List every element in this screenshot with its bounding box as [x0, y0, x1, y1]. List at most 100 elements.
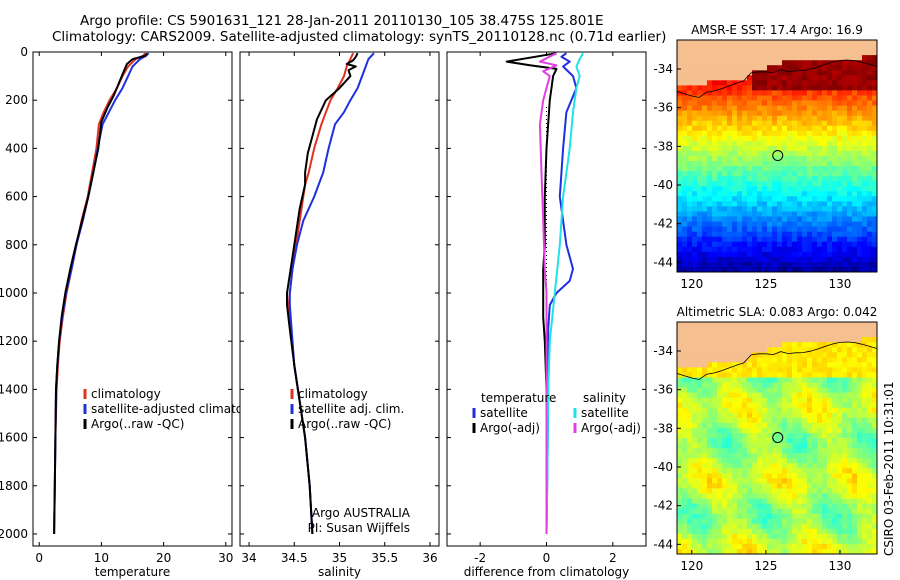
map-cell [822, 392, 828, 399]
map-cell [872, 221, 877, 228]
map-cell [767, 322, 773, 328]
map-cell [832, 191, 838, 197]
map-cell [732, 392, 738, 399]
map-cell [847, 211, 853, 218]
map-cell [852, 347, 858, 353]
map-cell [752, 70, 758, 76]
map-cell [792, 468, 798, 474]
map-cell [867, 327, 873, 333]
map-cell [732, 181, 738, 187]
map-cell [802, 523, 808, 530]
y-tick-label: -36 [653, 101, 673, 115]
map-cell [807, 45, 813, 51]
map-cell [782, 518, 788, 525]
map-cell [707, 151, 713, 157]
map-cell [717, 493, 723, 500]
map-cell [702, 251, 708, 258]
map-cell [747, 90, 753, 96]
map-cell [812, 412, 818, 419]
map-cell [847, 181, 853, 187]
map-cell [697, 151, 703, 157]
map-cell [752, 397, 758, 404]
map-cell [692, 538, 698, 545]
map-cell [847, 453, 853, 459]
map-cell [772, 100, 778, 107]
map-cell [777, 397, 783, 404]
map-cell [782, 463, 788, 469]
map-cell [782, 407, 788, 414]
map-cell [762, 171, 768, 177]
map-cell [752, 221, 758, 228]
map-cell [767, 145, 773, 152]
map-cell [747, 241, 753, 248]
map-cell [677, 206, 683, 212]
map-cell [832, 377, 838, 384]
map-cell [857, 261, 863, 268]
map-cell [677, 513, 683, 520]
map-cell [782, 357, 788, 363]
map-cell [797, 176, 803, 182]
map-cell [847, 186, 853, 192]
map-cell [837, 377, 843, 384]
map-cell [777, 191, 783, 197]
map-cell [797, 382, 803, 389]
map-cell [692, 261, 698, 268]
map-cell [872, 387, 877, 394]
map-cell [732, 261, 738, 268]
map-cell [827, 105, 833, 112]
map-cell [847, 382, 853, 389]
map-cell [767, 347, 773, 353]
map-cell [737, 171, 743, 177]
map-cell [817, 372, 823, 378]
map-cell [687, 493, 693, 500]
map-cell [682, 151, 688, 157]
map-cell [847, 115, 853, 122]
map-cell [797, 453, 803, 459]
map-cell [872, 468, 877, 474]
map-cell [757, 382, 763, 389]
map-cell [682, 332, 688, 338]
map-cell [742, 392, 748, 399]
map-cell [852, 161, 858, 167]
map-cell [842, 433, 848, 439]
map-cell [682, 100, 688, 107]
map-cell [817, 100, 823, 107]
map-cell [792, 453, 798, 459]
map-cell [712, 65, 718, 71]
map-cell [677, 443, 683, 449]
map-cell [752, 508, 758, 515]
map-cell [692, 387, 698, 394]
map-cell [862, 256, 868, 263]
map-cell [697, 538, 703, 545]
map-cell [797, 407, 803, 414]
map-cell [787, 352, 793, 358]
map-cell [817, 140, 823, 147]
map-cell [777, 443, 783, 449]
map-cell [707, 216, 713, 223]
map-cell [812, 392, 818, 399]
map-cell [852, 468, 858, 474]
map-cell [842, 196, 848, 202]
map-cell [802, 498, 808, 505]
map-cell [782, 402, 788, 409]
map-cell [822, 458, 828, 464]
map-cell [862, 186, 868, 192]
map-cell [707, 367, 713, 373]
map-cell [842, 206, 848, 212]
map-cell [762, 468, 768, 474]
map-cell [717, 130, 723, 137]
map-cell [867, 110, 873, 117]
map-cell [732, 196, 738, 202]
map-cell [847, 337, 853, 343]
map-cell [817, 397, 823, 404]
map-cell [857, 115, 863, 122]
map-cell [812, 55, 818, 61]
panel-frame [239, 51, 440, 547]
map-cell [677, 478, 683, 484]
map-cell [732, 422, 738, 429]
map-cell [812, 438, 818, 444]
map-cell [822, 412, 828, 419]
map-cell [817, 226, 823, 233]
map-cell [807, 392, 813, 399]
map-cell [837, 342, 843, 348]
